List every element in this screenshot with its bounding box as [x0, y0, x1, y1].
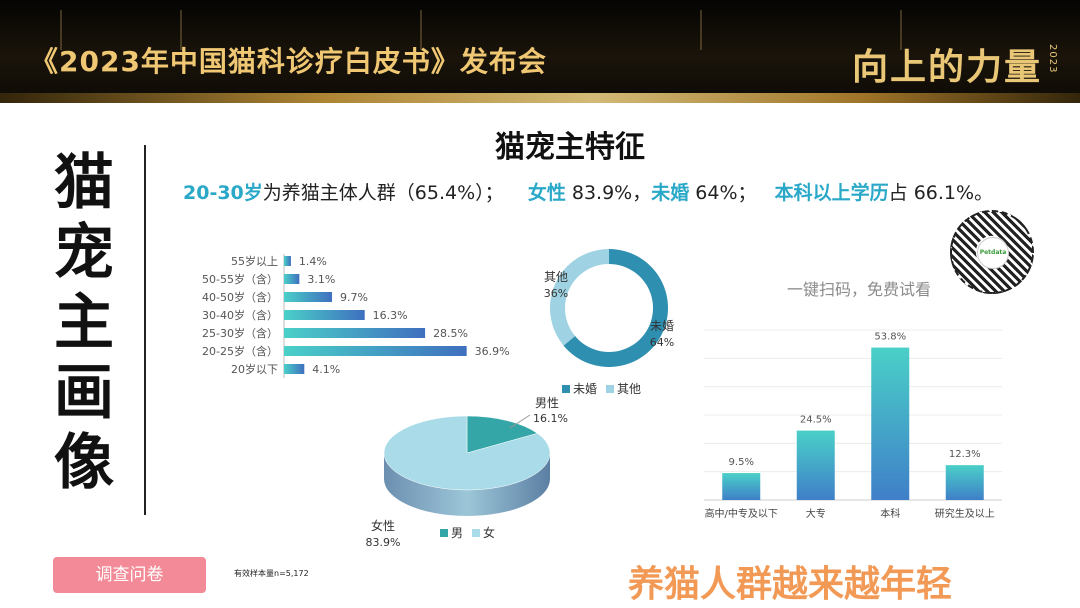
- qr-hint: 一键扫码，免费试看: [787, 280, 932, 299]
- pie-label-value: 83.9%: [366, 536, 401, 549]
- summary-highlight: 未婚: [651, 182, 690, 204]
- banner-glow: [0, 93, 1080, 103]
- hbar-category-label: 25-30岁（含）: [202, 326, 278, 340]
- pie-leader-line: [509, 414, 531, 429]
- vbar-value-label: 12.3%: [949, 449, 981, 460]
- hbar-value-label: 36.9%: [475, 345, 510, 358]
- slide-title: 猫宠主特征: [495, 130, 645, 165]
- banner-decor: [420, 10, 422, 50]
- survey-button[interactable]: 调查问卷: [53, 557, 206, 593]
- hbar-value-label: 16.3%: [373, 309, 408, 322]
- section-title: 猫宠主画像: [54, 148, 114, 498]
- hbar-bar: [284, 310, 365, 320]
- vbar-bar: [945, 465, 984, 500]
- event-logo: 向上的力量: [851, 47, 1042, 88]
- hbar-value-label: 1.4%: [299, 255, 327, 268]
- hbar-bar: [284, 328, 426, 338]
- hbar-bar: [284, 364, 305, 374]
- hbar-value-label: 28.5%: [433, 327, 468, 340]
- pie-legend-label: 女: [483, 525, 495, 540]
- donut-label-value: 64%: [650, 336, 674, 349]
- hbar-category-label: 55岁以上: [231, 254, 278, 268]
- hbar-category-label: 40-50岁（含）: [202, 290, 278, 304]
- pie-legend-label: 男: [451, 526, 463, 540]
- pie-legend-swatch: [472, 529, 480, 537]
- donut-label-name: 其他: [544, 270, 568, 284]
- banner-decor: [900, 10, 902, 50]
- vbar-category-label: 大专: [806, 507, 826, 520]
- hbar-category-label: 50-55岁（含）: [202, 272, 278, 286]
- pie-legend-swatch: [440, 529, 448, 537]
- summary-line: 20-30岁为养猫主体人群（65.4%）； 女性 83.9%，未婚 64%； 本…: [183, 178, 993, 205]
- slogan: 养猫人群越来越年轻: [628, 564, 953, 605]
- banner-decor: [60, 10, 62, 50]
- summary-text: 占 66.1%。: [888, 182, 994, 204]
- divider: [144, 145, 146, 515]
- qr-code[interactable]: [950, 210, 1034, 294]
- summary-text: 为养猫主体人群（65.4%）；: [262, 182, 504, 204]
- pie-slice: [383, 415, 551, 491]
- summary-highlight: 女性: [527, 182, 566, 204]
- hbar-value-label: 4.1%: [312, 363, 340, 376]
- vbar-bar: [796, 430, 835, 500]
- pie-label-name: 女性: [371, 518, 395, 533]
- pie-slice: [466, 415, 538, 454]
- donut-slice: [563, 249, 669, 367]
- vbar-bar: [871, 347, 910, 500]
- donut-legend-swatch: [562, 385, 570, 393]
- hbar-bar: [284, 292, 333, 302]
- pie-label-name: 男性: [535, 396, 559, 410]
- summary-text: 64%；: [689, 182, 757, 204]
- hbar-category-label: 30-40岁（含）: [202, 308, 278, 322]
- qr-brand: Petdata: [977, 237, 1009, 269]
- hbar-category-label: 20岁以下: [231, 362, 278, 376]
- donut-label-value: 36%: [544, 287, 568, 300]
- vbar-category-label: 本科: [880, 507, 900, 520]
- sample-size-note: 有效样本量n=5,172: [234, 569, 309, 578]
- header-banner: 《2023年中国猫科诊疗白皮书》发布会 向上的力量 2023: [0, 0, 1080, 103]
- donut-label-name: 未婚: [650, 319, 674, 333]
- donut-legend-label: 其他: [617, 382, 641, 396]
- donut-slice: [550, 249, 609, 346]
- vbar-category-label: 高中/中专及以下: [705, 507, 778, 520]
- pie-label-value: 16.1%: [533, 412, 568, 425]
- hbar-value-label: 3.1%: [307, 273, 335, 286]
- banner-decor: [700, 10, 702, 50]
- event-title: 《2023年中国猫科诊疗白皮书》发布会: [30, 45, 547, 78]
- hbar-bar: [284, 256, 291, 266]
- summary-highlight: 本科以上学历: [774, 182, 889, 204]
- banner-decor: [180, 10, 182, 50]
- hbar-bar: [284, 346, 467, 356]
- event-logo-year: 2023: [1047, 44, 1058, 74]
- hbar-value-label: 9.7%: [340, 291, 368, 304]
- donut-legend-swatch: [606, 385, 614, 393]
- vbar-value-label: 24.5%: [800, 415, 832, 426]
- vbar-bar: [722, 473, 761, 500]
- vbar-value-label: 9.5%: [729, 457, 754, 468]
- pie-side: [384, 453, 550, 516]
- hbar-category-label: 20-25岁（含）: [202, 344, 278, 358]
- donut-legend-label: 未婚: [573, 382, 597, 396]
- vbar-value-label: 53.8%: [874, 332, 906, 343]
- summary-text: 83.9%，: [565, 182, 652, 204]
- hbar-bar: [284, 274, 300, 284]
- summary-highlight: 20-30岁: [183, 182, 263, 204]
- vbar-category-label: 研究生及以上: [935, 507, 995, 520]
